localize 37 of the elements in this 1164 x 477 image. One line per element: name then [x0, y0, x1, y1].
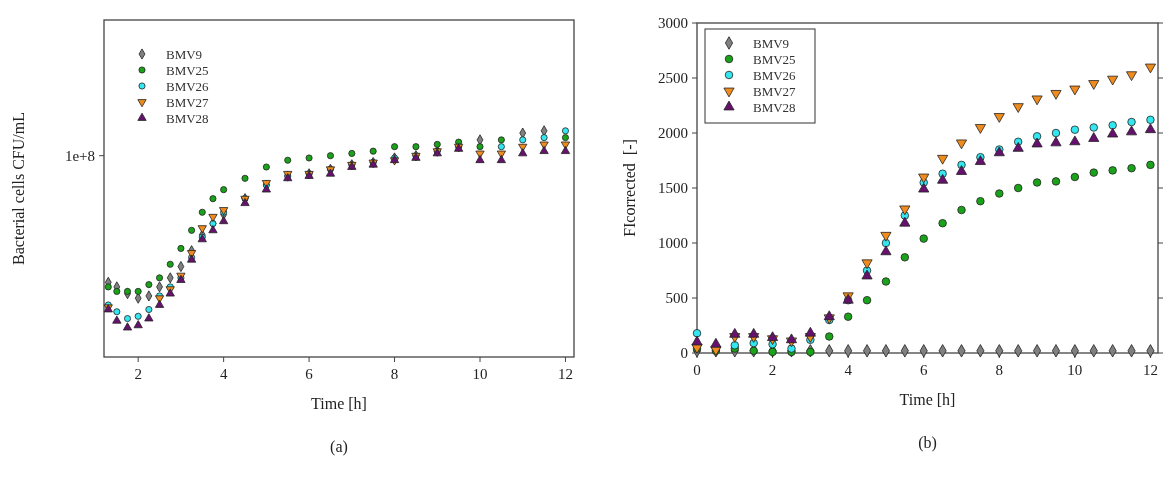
x-tick-label: 0 — [693, 362, 701, 378]
x-tick-label: 2 — [134, 366, 142, 382]
x-tick-label: 6 — [305, 366, 314, 382]
y-axis-title: Bacterial cells CFU/mL — [10, 112, 27, 265]
x-tick-label: 12 — [557, 366, 573, 382]
y-tick-label: 1500 — [658, 180, 688, 197]
y-tick-label: 500 — [665, 290, 688, 307]
legend-label: BMV28 — [753, 99, 796, 115]
y-tick-label: 2000 — [658, 125, 688, 142]
x-axis-title: Time [h] — [899, 391, 956, 408]
legend-label: BMV25 — [753, 51, 796, 67]
legend-label: BMV26 — [753, 67, 797, 83]
y-tick-label: 0 — [680, 345, 688, 362]
text: (a) — [330, 438, 348, 456]
legend-label: BMV27 — [753, 83, 797, 99]
y-axis-title: FIcorrected [-] — [621, 139, 638, 237]
x-tick-label: 2 — [768, 362, 777, 378]
legend-label: BMV9 — [166, 46, 203, 62]
x-tick-label: 10 — [1067, 362, 1083, 378]
x-tick-label: 6 — [919, 362, 928, 378]
x-tick-label: 8 — [390, 366, 399, 382]
y-tick-label: 3000 — [658, 15, 688, 32]
x-axis-title: Time [h] — [311, 395, 367, 412]
legend-label: BMV25 — [166, 62, 209, 78]
y-tick-label: 2500 — [658, 70, 688, 87]
text: (b) — [918, 434, 937, 452]
legend-label: BMV9 — [753, 35, 790, 51]
legend-label: BMV27 — [166, 94, 210, 110]
x-tick-label: 12 — [1142, 362, 1158, 378]
x-tick-label: 10 — [472, 366, 488, 382]
legend-label: BMV28 — [166, 110, 209, 126]
x-tick-label: 4 — [219, 366, 228, 382]
x-tick-label: 8 — [995, 362, 1004, 378]
text: 1e+8 — [64, 147, 95, 164]
legend-label: BMV26 — [166, 78, 210, 94]
y-tick-label: 1000 — [658, 235, 688, 252]
x-tick-label: 4 — [844, 362, 853, 378]
